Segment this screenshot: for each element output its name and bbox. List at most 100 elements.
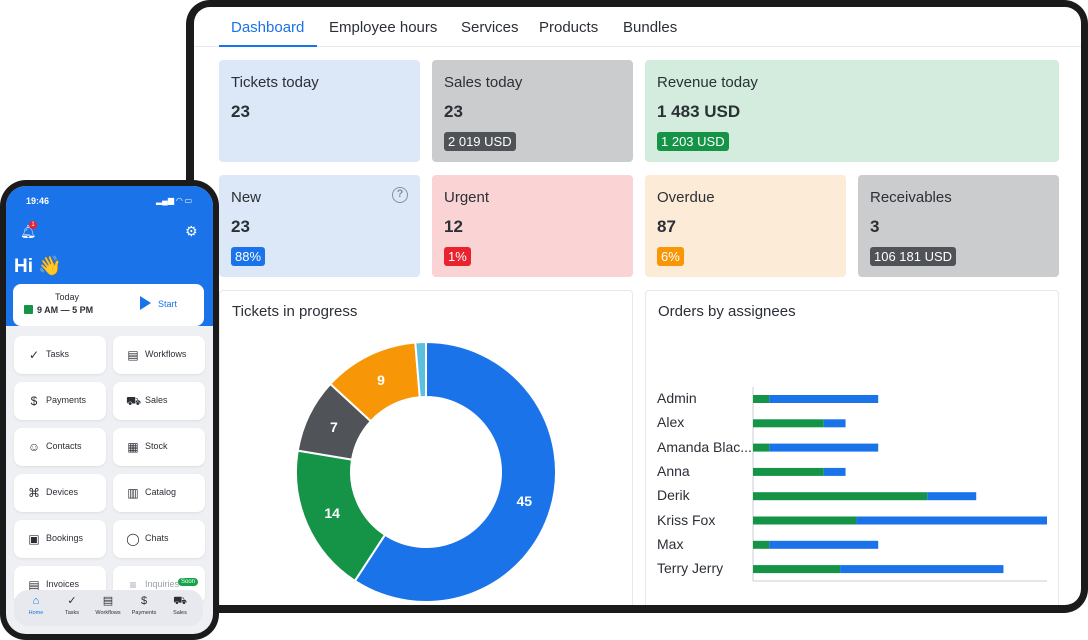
bar-segment[interactable] xyxy=(753,467,824,476)
card-title: Sales today xyxy=(444,74,523,91)
card-title: Tickets today xyxy=(231,74,319,91)
card-badge: 1 203 USD xyxy=(657,132,729,151)
help-icon[interactable]: ? xyxy=(392,187,408,203)
tile-stock[interactable]: ▦ Stock xyxy=(113,428,205,466)
donut-slice-label: 14 xyxy=(324,505,340,521)
bar-segment[interactable] xyxy=(927,492,977,501)
greeting: Hi 👋 xyxy=(14,256,62,277)
active-tab-indicator xyxy=(219,45,317,47)
payments-icon: $ xyxy=(30,394,38,408)
chats-icon: ◯ xyxy=(126,532,140,546)
bar-segment[interactable] xyxy=(769,443,879,452)
tile-label: Workflows xyxy=(145,349,187,359)
gear-icon[interactable]: ⚙ xyxy=(185,223,198,239)
bar-segment[interactable] xyxy=(823,419,846,428)
card-badge: 1% xyxy=(444,247,471,266)
bar-segment[interactable] xyxy=(753,395,770,403)
workflows-icon: ▤ xyxy=(102,595,114,607)
card-title: Urgent xyxy=(444,189,490,206)
bar-segment[interactable] xyxy=(769,395,879,403)
card-value: 1 483 USD xyxy=(657,102,741,121)
card-new[interactable]: New ? 23 88% xyxy=(219,175,420,277)
card-tickets-today[interactable]: Tickets today 23 xyxy=(219,60,420,162)
bar-segment[interactable] xyxy=(753,419,824,428)
invoices-icon: ▤ xyxy=(28,578,40,592)
tile-label: Bookings xyxy=(46,533,84,543)
tile-contacts[interactable]: ☺ Contacts xyxy=(14,428,106,466)
tab-products[interactable]: Products xyxy=(539,19,599,36)
card-badge: 88% xyxy=(231,247,266,266)
nav-home[interactable]: ⌂ Home xyxy=(18,594,54,616)
tab-bundles[interactable]: Bundles xyxy=(623,19,678,36)
donut-slice[interactable] xyxy=(414,340,427,399)
tile-catalog[interactable]: ▥ Catalog xyxy=(113,474,205,512)
card-overdue[interactable]: Overdue 87 6% xyxy=(645,175,846,277)
nav-tasks[interactable]: ✓ Tasks xyxy=(54,594,90,616)
start-button[interactable]: Start xyxy=(138,296,198,312)
today-label: Today xyxy=(55,292,80,302)
play-icon xyxy=(140,296,151,310)
tab-dashboard[interactable]: Dashboard xyxy=(231,19,305,36)
bar-segment[interactable] xyxy=(753,516,857,525)
payments-icon: $ xyxy=(140,595,148,607)
status-time: 19:46 xyxy=(26,196,50,206)
tile-payments[interactable]: $ Payments xyxy=(14,382,106,420)
orders-by-assignees-panel: Orders by assignees Admin Alex Amanda Blac… xyxy=(645,290,1059,605)
tile-sales[interactable]: ⛟ Sales xyxy=(113,382,205,420)
tile-label: Inquiries xyxy=(145,579,180,589)
sales-icon: ⛟ xyxy=(126,394,142,408)
tile-label: Stock xyxy=(145,441,168,451)
nav-workflows[interactable]: ▤ Workflows xyxy=(90,594,126,616)
tile-label: Contacts xyxy=(46,441,82,451)
devices-icon: ⌘ xyxy=(28,486,40,500)
bar-segment[interactable] xyxy=(753,492,928,501)
workflows-icon: ▤ xyxy=(127,348,139,362)
tile-devices[interactable]: ⌘ Devices xyxy=(14,474,106,512)
phone-screen: 19:46 ▂▄▆ ◠ ▭ 🔔︎ 1 ⚙ Hi 👋 Today 9 AM — 5… xyxy=(6,186,213,634)
donut-slice[interactable] xyxy=(353,340,557,603)
tile-label: Chats xyxy=(145,533,169,543)
bar-segment[interactable] xyxy=(840,565,1004,574)
card-value: 23 xyxy=(231,102,250,121)
contacts-icon: ☺ xyxy=(27,440,41,454)
donut-slice-label: 7 xyxy=(330,419,338,435)
bar-segment[interactable] xyxy=(823,467,846,476)
card-sales-today[interactable]: Sales today 23 2 019 USD xyxy=(432,60,633,162)
start-label: Start xyxy=(158,299,178,309)
calendar-icon xyxy=(24,305,33,314)
tile-workflows[interactable]: ▤ Workflows xyxy=(113,336,205,374)
tile-label: Sales xyxy=(145,395,168,405)
tab-services[interactable]: Services xyxy=(461,19,519,36)
tile-label: Payments xyxy=(46,395,87,405)
card-value: 87 xyxy=(657,217,676,236)
tile-label: Catalog xyxy=(145,487,177,497)
card-urgent[interactable]: Urgent 12 1% xyxy=(432,175,633,277)
donut-slice-label: 45 xyxy=(516,493,532,509)
bar-segment[interactable] xyxy=(753,540,770,549)
nav-label: Tasks xyxy=(64,610,80,616)
donut-slice-label: 9 xyxy=(377,372,385,388)
tasks-icon: ✓ xyxy=(28,348,40,362)
catalog-icon: ▥ xyxy=(127,486,139,500)
nav-payments[interactable]: $ Payments xyxy=(126,594,162,616)
bar-segment[interactable] xyxy=(856,516,1047,525)
tile-bookings[interactable]: ▣ Bookings xyxy=(14,520,106,558)
bar-segment[interactable] xyxy=(753,443,770,452)
bar-segment[interactable] xyxy=(753,565,841,574)
card-title: New xyxy=(231,189,262,206)
donut-chart: 45 14 7 9 xyxy=(295,340,557,603)
notification-badge: 1 xyxy=(29,221,37,229)
today-hours: 9 AM — 5 PM xyxy=(37,305,94,315)
tile-chats[interactable]: ◯ Chats xyxy=(113,520,205,558)
tablet-screen: Dashboard Employee hours Services Produc… xyxy=(194,7,1081,605)
nav-sales[interactable]: ⛟ Sales xyxy=(162,594,198,616)
tab-employee-hours[interactable]: Employee hours xyxy=(329,19,438,36)
bar-segment[interactable] xyxy=(769,540,879,549)
tickets-in-progress-panel: Tickets in progress 45 14 7 9 xyxy=(219,290,633,605)
nav-label: Sales xyxy=(173,610,187,616)
tile-tasks[interactable]: ✓ Tasks xyxy=(14,336,106,374)
card-revenue-today[interactable]: Revenue today 1 483 USD 1 203 USD xyxy=(645,60,1059,162)
tile-label: Invoices xyxy=(46,579,80,589)
card-receivables[interactable]: Receivables 3 106 181 USD xyxy=(858,175,1059,277)
inquiries-icon: ≡ xyxy=(129,578,137,592)
